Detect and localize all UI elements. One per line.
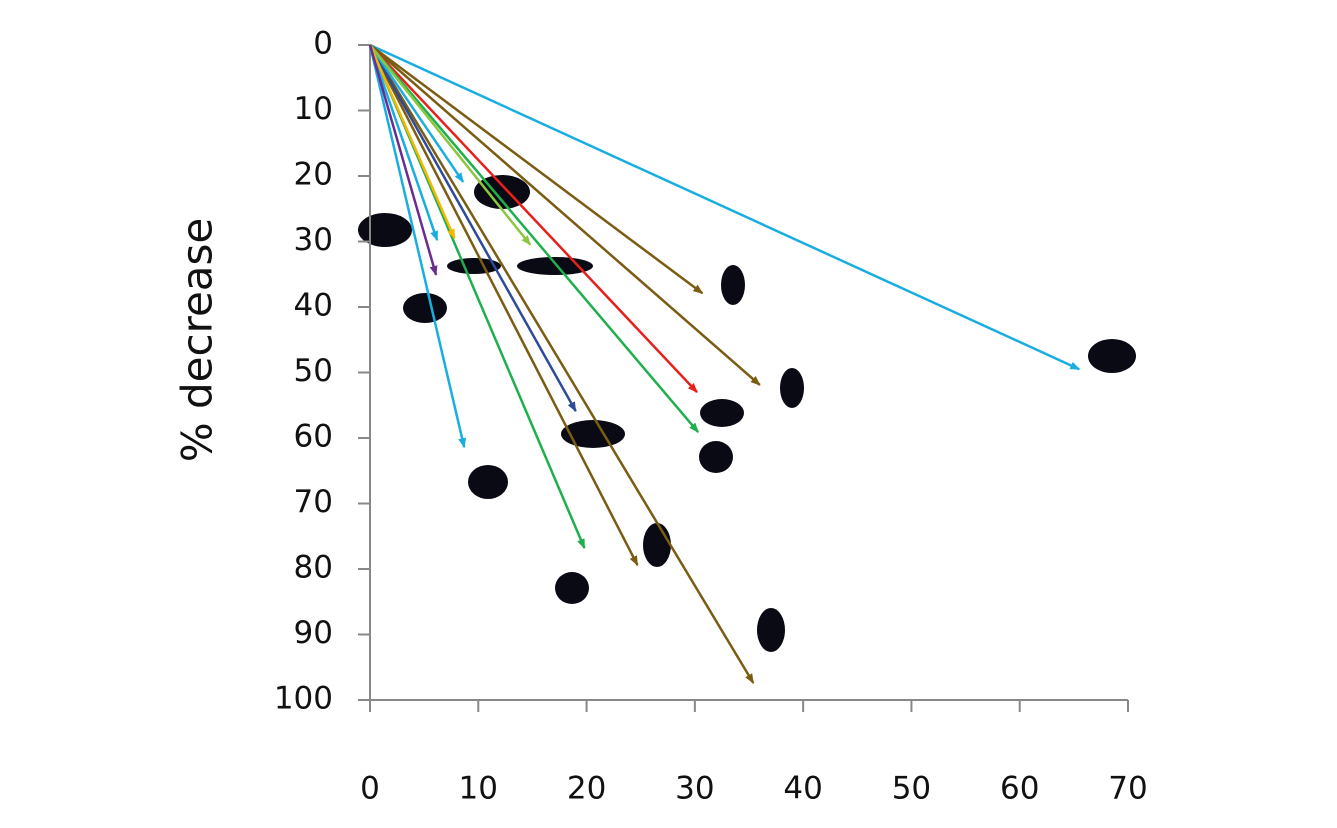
y-tick-label: 0	[313, 26, 333, 62]
x-tick-label: 40	[783, 771, 822, 807]
arrow	[369, 43, 1081, 371]
y-tick-label: 70	[294, 484, 333, 520]
arrow	[368, 44, 438, 276]
arrow	[368, 44, 755, 684]
y-tick-label: 30	[294, 222, 333, 258]
y-tick-label: 60	[294, 419, 333, 455]
y-tick-label: 50	[294, 353, 333, 389]
x-tick-label: 30	[675, 771, 714, 807]
y-tick-label: 20	[294, 157, 333, 193]
arrow	[368, 44, 639, 566]
y-tick-label: 90	[294, 615, 333, 651]
arrow	[368, 44, 456, 240]
x-tick-label: 0	[360, 771, 380, 807]
arrow	[368, 44, 467, 449]
arrow	[369, 44, 698, 394]
arrow	[368, 44, 577, 413]
arrow	[368, 44, 465, 183]
y-axis-label: % decrease	[173, 218, 222, 463]
x-tick-label: 70	[1108, 771, 1147, 807]
y-tick-label: 40	[294, 288, 333, 324]
y-tick-label: 10	[294, 91, 333, 127]
x-tick-label: 50	[892, 771, 931, 807]
x-tick-label: 60	[1000, 771, 1039, 807]
arrow	[369, 43, 704, 295]
x-tick-label: 10	[459, 771, 498, 807]
arrow	[369, 44, 761, 386]
y-tick-label: 80	[294, 550, 333, 586]
x-tick-label: 20	[567, 771, 606, 807]
y-tick-label: 100	[274, 681, 333, 717]
arrow	[368, 44, 439, 242]
animal-icons	[358, 175, 1136, 652]
arrow	[369, 44, 532, 246]
arrow	[369, 44, 700, 433]
